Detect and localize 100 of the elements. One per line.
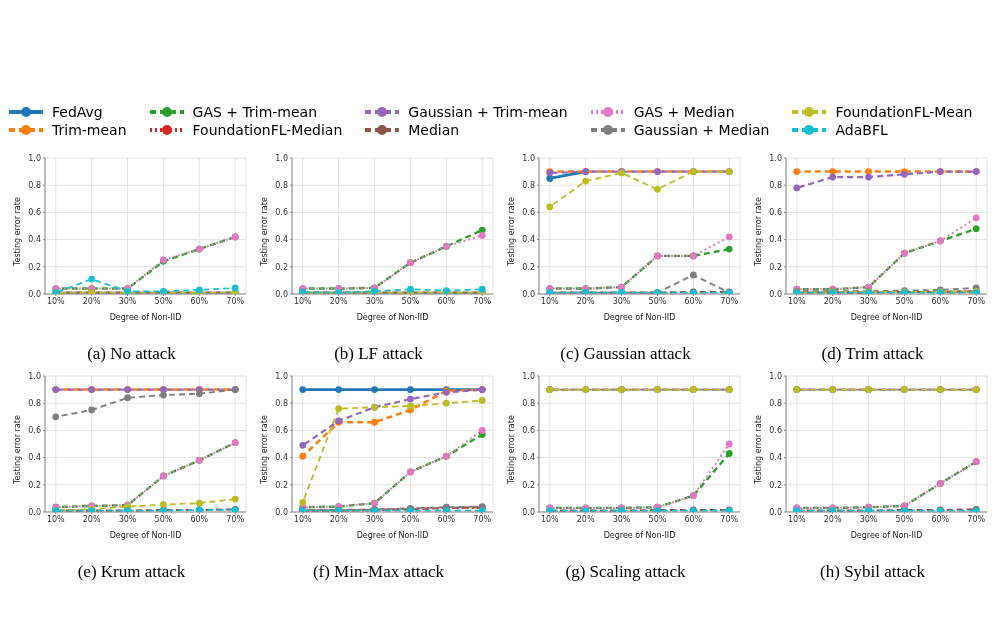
y-tick-label: 1.0	[522, 153, 535, 163]
text: (e) Krum attack	[77, 562, 186, 582]
x-tick-label: 60%	[684, 296, 703, 306]
y-tick-label: 0.0	[522, 289, 535, 299]
y-axis-title: Testing error rate	[12, 197, 22, 267]
y-tick-label: 0.0	[522, 507, 535, 517]
legend-label: Median	[408, 122, 460, 138]
x-tick-label: 10%	[46, 296, 66, 306]
x-tick-label: 60%	[437, 296, 456, 306]
y-tick-label: 1.0	[769, 153, 782, 163]
x-axis-title: Degree of Non-IID	[850, 531, 923, 540]
x-tick-label: 30%	[859, 514, 878, 524]
y-axis-title: Testing error rate	[753, 415, 763, 485]
x-tick-label: 70%	[473, 514, 492, 524]
x-tick-label: 30%	[859, 296, 878, 306]
x-tick-label: 70%	[226, 514, 245, 524]
y-tick-label: 0.8	[28, 399, 41, 409]
y-tick-label: 1.0	[275, 371, 288, 381]
x-tick-label: 10%	[293, 514, 313, 524]
x-axis-title: Degree of Non-IID	[356, 531, 429, 540]
x-tick-label: 50%	[895, 296, 914, 306]
x-tick-label: 50%	[895, 514, 914, 524]
x-axis-title: Degree of Non-IID	[603, 531, 676, 540]
x-tick-label: 20%	[329, 296, 348, 306]
y-tick-label: 0.4	[28, 235, 41, 245]
x-axis-title: Degree of Non-IID	[603, 313, 676, 322]
x-tick-label: 20%	[576, 514, 595, 524]
legend-label: Gaussian + Median	[633, 122, 770, 138]
x-tick-label: 70%	[967, 296, 986, 306]
x-axis-title: Degree of Non-IID	[109, 313, 182, 322]
y-tick-label: 0.8	[769, 399, 782, 409]
y-axis-title: Testing error rate	[259, 415, 269, 485]
y-tick-label: 0.8	[769, 181, 782, 191]
y-tick-label: 0.6	[275, 426, 288, 436]
y-tick-label: 0.2	[769, 480, 782, 490]
y-tick-label: 1.0	[28, 371, 41, 381]
y-tick-label: 0.4	[769, 453, 782, 463]
y-tick-label: 0.6	[28, 208, 41, 218]
text: (b) LF attack	[334, 344, 423, 364]
x-tick-label: 20%	[329, 514, 348, 524]
y-tick-label: 0.4	[769, 235, 782, 245]
x-tick-label: 60%	[190, 514, 209, 524]
y-tick-label: 1.0	[769, 371, 782, 381]
text: (g) Scaling attack	[565, 562, 686, 582]
y-tick-label: 0.6	[522, 426, 535, 436]
x-tick-label: 70%	[967, 514, 986, 524]
y-axis-title: Testing error rate	[506, 197, 516, 267]
x-tick-label: 50%	[154, 296, 173, 306]
x-tick-label: 70%	[226, 296, 245, 306]
x-tick-label: 30%	[365, 514, 384, 524]
y-tick-label: 0.8	[28, 181, 41, 191]
x-tick-label: 50%	[154, 514, 173, 524]
x-axis-title: Degree of Non-IID	[850, 313, 923, 322]
x-tick-label: 10%	[46, 514, 66, 524]
y-tick-label: 0.0	[28, 289, 41, 299]
x-tick-label: 60%	[931, 514, 950, 524]
x-tick-label: 20%	[576, 296, 595, 306]
x-tick-label: 20%	[82, 514, 101, 524]
text: (h) Sybil attack	[820, 562, 925, 582]
y-tick-label: 0.2	[275, 262, 288, 272]
y-tick-label: 0.0	[275, 507, 288, 517]
x-tick-label: 50%	[401, 296, 420, 306]
x-tick-label: 60%	[684, 514, 703, 524]
y-tick-label: 0.6	[769, 426, 782, 436]
y-tick-label: 0.8	[522, 181, 535, 191]
y-tick-label: 0.4	[275, 235, 288, 245]
y-tick-label: 0.0	[769, 507, 782, 517]
y-tick-label: 0.6	[28, 426, 41, 436]
y-tick-label: 1.0	[275, 153, 288, 163]
y-tick-label: 0.4	[522, 453, 535, 463]
y-tick-label: 0.2	[769, 262, 782, 272]
x-tick-label: 30%	[118, 296, 137, 306]
legend-label: Gaussian + Trim-mean	[408, 104, 568, 120]
x-tick-label: 70%	[720, 296, 739, 306]
x-tick-label: 20%	[823, 514, 842, 524]
text: (f) Min-Max attack	[312, 562, 445, 582]
y-axis-title: Testing error rate	[259, 197, 269, 267]
y-tick-label: 0.2	[522, 262, 535, 272]
y-tick-label: 0.0	[769, 289, 782, 299]
y-axis-title: Testing error rate	[12, 415, 22, 485]
legend-label: GAS + Trim-mean	[192, 104, 318, 120]
y-tick-label: 0.6	[522, 208, 535, 218]
y-tick-label: 0.2	[522, 480, 535, 490]
x-tick-label: 30%	[365, 296, 384, 306]
y-tick-label: 0.2	[275, 480, 288, 490]
x-tick-label: 10%	[787, 514, 807, 524]
x-tick-label: 20%	[823, 296, 842, 306]
y-tick-label: 1.0	[522, 371, 535, 381]
y-tick-label: 0.0	[28, 507, 41, 517]
y-tick-label: 0.8	[275, 181, 288, 191]
x-tick-label: 50%	[648, 514, 667, 524]
legend-label: FoundationFL-Mean	[835, 104, 973, 120]
legend-label: Trim-mean	[52, 122, 127, 138]
legend-label: GAS + Median	[633, 104, 735, 120]
y-axis-title: Testing error rate	[506, 415, 516, 485]
y-tick-label: 0.8	[275, 399, 288, 409]
x-tick-label: 50%	[648, 296, 667, 306]
legend-label: AdaBFL	[835, 122, 888, 138]
y-tick-label: 0.4	[28, 453, 41, 463]
x-tick-label: 30%	[118, 514, 137, 524]
